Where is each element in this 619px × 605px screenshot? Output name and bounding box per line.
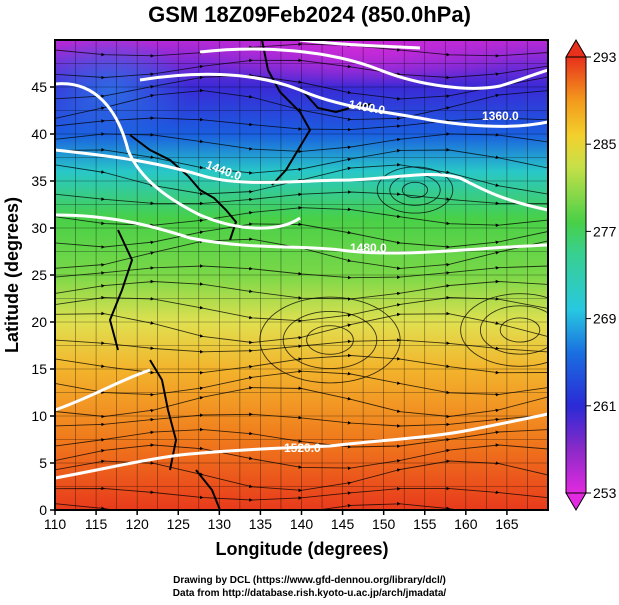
swirl <box>499 317 541 343</box>
x-axis-label: Longitude (degrees) <box>215 539 388 559</box>
swirl <box>479 305 548 355</box>
y-tick-label: 10 <box>31 408 47 424</box>
streamline <box>55 162 548 196</box>
streamline <box>55 42 548 58</box>
y-tick-label: 15 <box>31 361 47 377</box>
y-axis-label: Latitude (degrees) <box>2 197 22 353</box>
x-tick-label: 115 <box>85 516 108 532</box>
x-tick-label: 110 <box>44 516 67 532</box>
credit-line-data: Data from http://database.rish.kyoto-u.a… <box>172 588 447 599</box>
colorbar-gradient <box>565 56 587 494</box>
credit-line-dcl: Drawing by DCL (https://www.gfd-dennou.o… <box>173 575 446 586</box>
contour-label-1480: 1480.0 <box>350 241 387 255</box>
contour-label-1520: 1520.0 <box>284 441 321 455</box>
swirl <box>306 325 354 355</box>
y-tick-label: 35 <box>31 173 47 189</box>
contour-label-1360: 1360.0 <box>482 109 519 123</box>
colorbar-top-arrow <box>565 39 587 58</box>
swirl <box>282 310 378 370</box>
colorbar: 293 285 277 269 261 253 <box>565 39 617 511</box>
y-tick-label: 40 <box>31 126 47 142</box>
x-tick-label: 160 <box>454 516 478 532</box>
x-tick-label: 120 <box>125 516 149 532</box>
colorbar-tick-label: 277 <box>593 223 617 239</box>
streamline <box>55 311 548 345</box>
x-tick-label: 125 <box>167 516 191 532</box>
height-contours <box>55 40 548 480</box>
y-tick-label: 5 <box>39 455 47 471</box>
x-axis: 110 115 120 125 130 135 140 145 150 155 160 165 <box>44 510 519 532</box>
x-tick-label: 140 <box>290 516 314 532</box>
colorbar-tick-label: 269 <box>593 311 617 327</box>
swirl <box>376 166 454 214</box>
y-tick-label: 0 <box>39 502 47 518</box>
streamline <box>55 190 548 206</box>
swirl <box>401 181 429 199</box>
colorbar-bottom-arrow <box>565 492 587 511</box>
streamline <box>55 88 548 122</box>
streamline <box>55 116 548 132</box>
credits: Drawing by DCL (https://www.gfd-dennou.o… <box>0 574 619 600</box>
x-tick-label: 155 <box>413 516 437 532</box>
swirl <box>460 293 548 367</box>
colorbar-tick-label: 293 <box>593 49 617 65</box>
chart-title: GSM 18Z09Feb2024 (850.0hPa) <box>148 2 471 27</box>
colorbar-tick-label: 253 <box>593 485 617 501</box>
streamline <box>55 427 548 449</box>
y-tick-label: 30 <box>31 220 47 236</box>
swirl <box>259 296 401 384</box>
x-tick-label: 130 <box>208 516 232 532</box>
x-tick-label: 145 <box>331 516 355 532</box>
y-tick-label: 45 <box>31 79 47 95</box>
x-tick-label: 135 <box>249 516 273 532</box>
colorbar-tick-label: 261 <box>593 398 617 414</box>
streamline <box>55 412 548 428</box>
x-tick-label: 165 <box>495 516 519 532</box>
x-tick-label: 150 <box>372 516 396 532</box>
y-tick-label: 20 <box>31 314 47 330</box>
y-axis: 0 5 10 15 20 25 30 35 40 45 <box>31 79 55 518</box>
streamline <box>55 486 548 502</box>
colorbar-tick-label: 285 <box>593 136 617 152</box>
streamline <box>55 264 548 280</box>
y-tick-label: 25 <box>31 267 47 283</box>
contour-label-1400: 1400.0 <box>347 97 386 117</box>
